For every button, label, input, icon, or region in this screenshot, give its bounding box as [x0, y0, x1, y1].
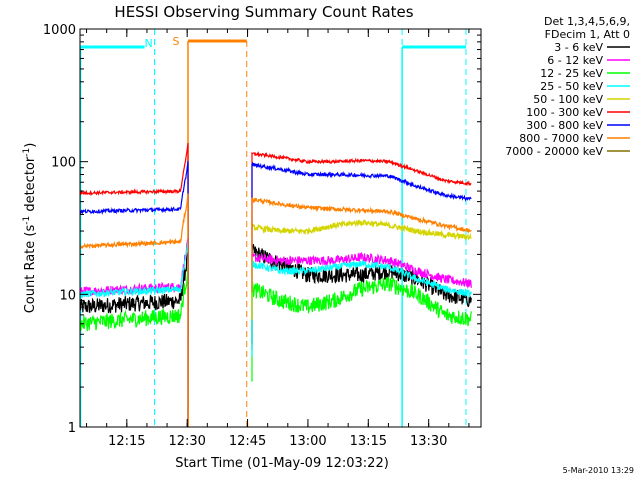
chart-title: HESSI Observing Summary Count Rates: [114, 3, 413, 21]
y-tick-label-3: 1000: [43, 23, 76, 38]
legend-label-5: 100 - 300 keV: [526, 106, 603, 119]
plot-frame: [79, 28, 482, 428]
legend-label-8: 7000 - 20000 keV: [505, 145, 603, 158]
series-800-to-7000keV-line: [80, 193, 472, 427]
legend-header-2: FDecim 1, Att 0: [545, 28, 630, 41]
legend-label-0: 3 - 6 keV: [554, 41, 603, 54]
series-25-to-50keV-line: [80, 240, 472, 427]
legend-label-1: 6 - 12 keV: [547, 54, 603, 67]
legend-label-2: 12 - 25 keV: [540, 67, 603, 80]
legend-label-7: 800 - 7000 keV: [519, 132, 603, 145]
series-300-to-800keV-line: [80, 160, 472, 427]
axes: 12:15 12:30 12:45 13:00 13:15 13:30 1 10 100 1000: [43, 23, 481, 449]
legend-label-4: 50 - 100 keV: [533, 93, 603, 106]
x-axis-label: Start Time (01-May-09 12:03:22): [175, 456, 389, 471]
timestamp: 5-Mar-2010 13:29: [563, 466, 634, 475]
x-tick-label-5: 13:30: [410, 434, 447, 449]
x-tick-label-1: 12:30: [168, 434, 205, 449]
legend: Det 1,3,4,5,6,9, FDecim 1, Att 0 3 - 6 k…: [505, 15, 630, 158]
y-axis-label: Count Rate (s-1 detector-1): [22, 143, 38, 314]
x-tick-label-2: 12:45: [229, 434, 266, 449]
y-tick-label-0: 1: [68, 421, 76, 436]
legend-header-1: Det 1,3,4,5,6,9,: [544, 15, 630, 28]
legend-label-6: 300 - 800 keV: [526, 119, 603, 132]
y-tick-label-2: 100: [51, 156, 76, 171]
x-tick-label-0: 12:15: [108, 434, 145, 449]
interval-N-label: N: [144, 37, 152, 50]
y-tick-label-1: 10: [59, 288, 76, 303]
series-12-to-25keV-line: [80, 266, 472, 427]
interval-S-label: S: [172, 35, 179, 48]
series-100-to-300keV-line: [80, 143, 472, 427]
x-tick-label-3: 13:00: [289, 434, 326, 449]
series-50-to-100keV-line: [251, 219, 472, 320]
legend-label-3: 25 - 50 keV: [540, 80, 603, 93]
x-tick-label-4: 13:15: [350, 434, 387, 449]
